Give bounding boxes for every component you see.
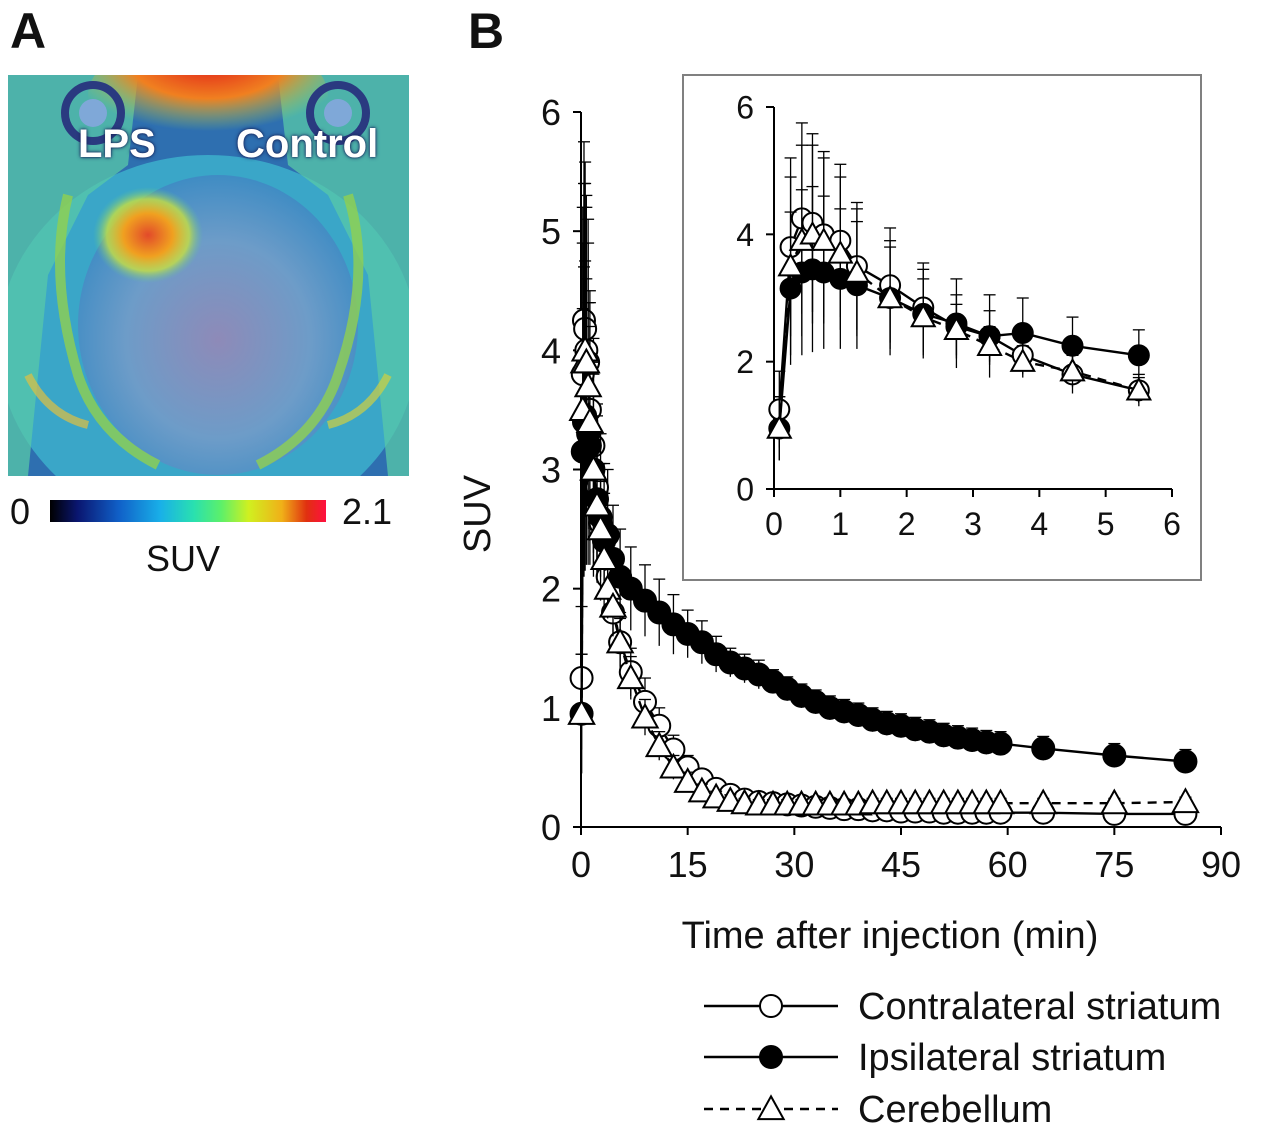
inset-x-tick-label: 4 (1030, 506, 1048, 542)
panel-b-letter: B (468, 3, 505, 59)
inset-y-tick-label: 0 (736, 472, 754, 508)
main-data-point (1171, 787, 1200, 814)
main-data-point (673, 767, 703, 793)
main-x-tick-label: 90 (1201, 844, 1241, 885)
inset-plot: 0 1 2 3 4 5 6 0 2 4 6 (736, 90, 1181, 542)
inset-x-tick-label: 3 (964, 506, 982, 542)
inset-data-point (843, 258, 871, 283)
inset-data-point (976, 332, 1003, 356)
legend-label: Contralateral striatum (858, 986, 1221, 1028)
main-data-point (616, 663, 646, 690)
inset-data-point (1009, 348, 1036, 372)
colorbar-max-label: 2.1 (342, 491, 393, 532)
inset-data-point (910, 303, 937, 328)
main-x-tick-label: 45 (881, 844, 921, 885)
main-data-point (1028, 788, 1058, 815)
pet-brain-image (8, 75, 409, 476)
legend-marker (759, 1045, 783, 1069)
label-control: Control (236, 122, 379, 166)
main-data-point (605, 627, 635, 654)
colorbar-min-label: 0 (10, 491, 31, 532)
inset-data-point (810, 227, 837, 251)
colorbar (50, 500, 326, 522)
inset-y-tick-label: 6 (736, 90, 754, 126)
main-data-point (644, 731, 674, 758)
main-data-point (986, 788, 1015, 815)
main-data-point (586, 514, 615, 541)
inset-data-point (1125, 376, 1153, 401)
inset-data-point (943, 316, 970, 341)
inset-data-point (1059, 357, 1086, 382)
panel-a-letter: A (10, 3, 47, 59)
main-data-point (571, 347, 601, 374)
main-y-tick-label: 4 (541, 330, 561, 371)
legend-label: Ipsilateral striatum (858, 1037, 1166, 1079)
main-data-point (573, 371, 603, 398)
main-y-tick-label: 6 (541, 92, 561, 133)
main-data-point (1173, 749, 1198, 774)
main-data-point (1031, 736, 1056, 761)
main-y-tick-label: 2 (541, 569, 561, 610)
main-data-point (988, 731, 1013, 756)
colorbar-unit-label: SUV (146, 538, 221, 579)
main-x-tick-label: 75 (1094, 844, 1134, 885)
inset-x-tick-label: 1 (831, 506, 849, 542)
main-data-point (630, 702, 660, 729)
legend-marker (756, 1094, 786, 1121)
inset-x-tick-label: 5 (1097, 506, 1115, 542)
main-y-tick-label: 0 (541, 807, 561, 848)
inset-data-point (766, 414, 793, 439)
main-data-point (598, 591, 628, 618)
inset-x-tick-label: 0 (765, 506, 783, 542)
main-x-tick-label: 15 (668, 844, 708, 885)
inset-x-tick-label: 2 (898, 506, 916, 542)
main-y-tick-label: 3 (541, 449, 561, 490)
main-data-point (593, 573, 623, 600)
main-y-tick-label: 5 (541, 211, 561, 252)
inset-data-point (1011, 322, 1034, 345)
main-data-point (659, 752, 688, 779)
label-lps: LPS (78, 122, 156, 166)
main-x-tick-label: 30 (774, 844, 814, 885)
inset-x-tick-label: 6 (1163, 506, 1181, 542)
legend-marker (759, 994, 783, 1018)
inset-data-point (827, 239, 854, 264)
main-data-point (575, 407, 605, 433)
inset-data-point (777, 252, 804, 277)
main-x-tick-label: 60 (988, 844, 1028, 885)
inset-y-tick-label: 2 (736, 344, 754, 380)
main-data-point (1102, 743, 1127, 768)
legend: Contralateral striatum Ipsilateral striat… (704, 986, 1221, 1131)
y-axis-title: SUV (457, 474, 499, 553)
main-data-point (579, 454, 608, 481)
main-data-point (582, 490, 612, 517)
main-data-point (1099, 788, 1129, 815)
inset-data-point (1061, 334, 1084, 357)
inset-y-tick-label: 4 (736, 217, 754, 253)
x-axis-title: Time after injection (min) (682, 915, 1099, 957)
inset-frame (682, 74, 1202, 581)
main-data-point (567, 699, 596, 725)
main-y-tick-label: 1 (541, 688, 561, 729)
main-x-tick-label: 0 (571, 844, 591, 885)
inset-data-point (1127, 344, 1150, 367)
inset-data-point (876, 284, 904, 309)
main-data-point (589, 544, 619, 570)
legend-label: Cerebellum (858, 1089, 1052, 1131)
main-data-point (687, 776, 717, 803)
